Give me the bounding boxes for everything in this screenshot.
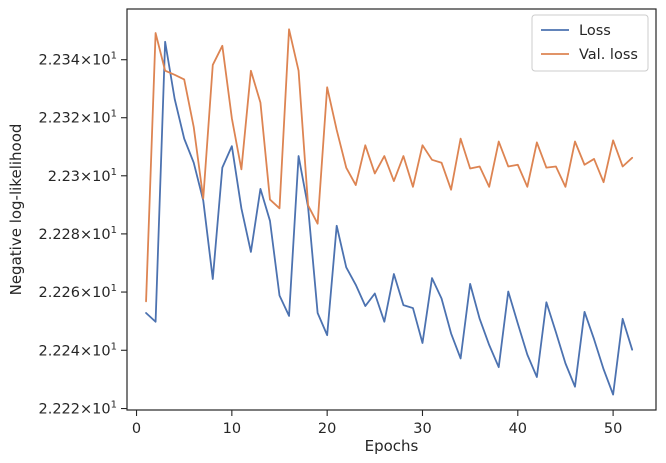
y-tick-label: 2.232×101: [39, 109, 118, 127]
legend-label-val-loss: Val. loss: [579, 47, 638, 63]
y-tick-label: 2.228×101: [39, 225, 118, 243]
legend-label-loss: Loss: [579, 23, 611, 39]
plot-area: [145, 28, 634, 396]
x-tick-label: 30: [413, 421, 431, 437]
x-axis: 0 10 20 30 40 50: [132, 410, 622, 437]
legend-box: [531, 14, 649, 72]
x-tick-label: 10: [223, 421, 241, 437]
legend: Loss Val. loss: [531, 14, 649, 72]
y-axis: 2.222×101 2.224×101 2.226×101 2.228×101 2.23…: [39, 51, 127, 418]
x-tick-label: 0: [132, 421, 141, 437]
y-tick-label: 2.222×101: [39, 400, 118, 418]
y-tick-label: 2.23×101: [48, 167, 117, 185]
series-line-val-loss: [145, 28, 634, 303]
y-tick-label: 2.226×101: [39, 283, 118, 301]
y-axis-label: Negative log-likelihood: [7, 124, 25, 296]
y-tick-label: 2.224×101: [39, 341, 118, 359]
axes-frame: [126, 8, 657, 411]
x-tick-label: 50: [604, 421, 622, 437]
x-tick-label: 40: [509, 421, 527, 437]
x-axis-label: Epochs: [365, 437, 419, 455]
x-tick-label: 20: [318, 421, 336, 437]
y-tick-label: 2.234×101: [39, 51, 118, 69]
series-line-loss: [145, 40, 634, 396]
